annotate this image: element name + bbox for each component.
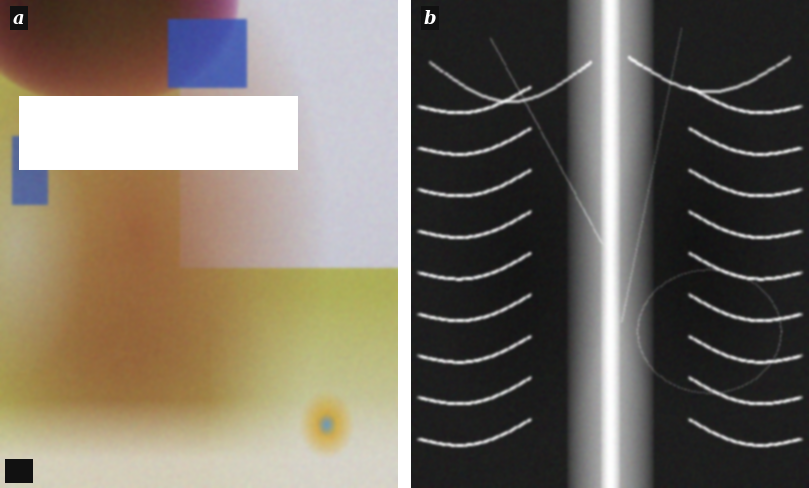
Text: b: b: [424, 10, 436, 28]
Text: a: a: [13, 10, 25, 28]
FancyBboxPatch shape: [5, 459, 33, 483]
